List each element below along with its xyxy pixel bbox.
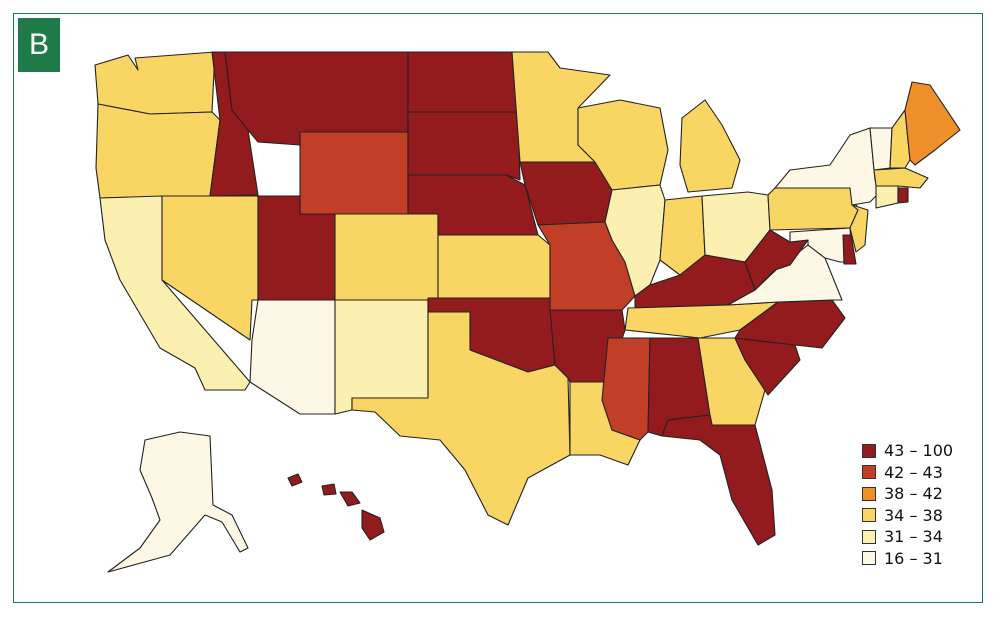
legend-label: 38 – 42 — [884, 484, 943, 504]
state-hi-kauai — [287, 473, 303, 487]
state-nj — [849, 204, 869, 253]
state-de — [842, 234, 857, 265]
state-ia — [519, 161, 613, 226]
legend-label: 31 – 34 — [884, 527, 943, 547]
legend-swatch — [862, 486, 876, 501]
legend-item: 43 – 100 — [862, 440, 982, 462]
state-hi-big-island — [361, 509, 385, 541]
state-ak — [107, 431, 249, 573]
state-wv — [744, 229, 809, 291]
legend-swatch — [862, 508, 876, 523]
state-az — [249, 299, 336, 415]
state-mt — [224, 51, 409, 146]
state-nm — [334, 299, 429, 415]
legend-item: 16 – 31 — [862, 548, 982, 570]
state-hi-oahu — [321, 483, 337, 496]
state-fl — [661, 414, 776, 546]
legend-item: 42 – 43 — [862, 462, 982, 484]
legend-swatch — [862, 443, 876, 458]
legend-item: 34 – 38 — [862, 505, 982, 527]
legend-label: 34 – 38 — [884, 505, 943, 525]
state-ct — [875, 185, 899, 209]
state-wy — [299, 131, 409, 215]
state-nh — [889, 109, 911, 169]
state-or — [95, 103, 221, 199]
state-vt — [869, 127, 893, 171]
legend-swatch — [862, 465, 876, 480]
state-hi-group — [287, 473, 385, 541]
legend-swatch — [862, 529, 876, 544]
figure-frame — [13, 13, 983, 603]
legend-item: 31 – 34 — [862, 526, 982, 548]
panel-label: B — [18, 18, 60, 72]
state-mi — [679, 99, 741, 193]
state-nd — [407, 51, 519, 113]
state-ma — [873, 167, 929, 189]
state-ks — [437, 234, 551, 299]
state-pa — [767, 187, 859, 231]
state-hi-maui — [339, 491, 361, 507]
legend-label: 16 – 31 — [884, 548, 943, 568]
state-wa — [94, 51, 216, 115]
state-me — [904, 81, 961, 166]
legend: 43 – 100 42 – 43 38 – 42 34 – 38 31 – 34… — [862, 440, 982, 569]
legend-swatch — [862, 551, 876, 566]
state-tx — [351, 311, 571, 526]
legend-label: 42 – 43 — [884, 462, 943, 482]
legend-label: 43 – 100 — [884, 441, 954, 461]
legend-item: 38 – 42 — [862, 483, 982, 505]
state-sd — [407, 111, 521, 181]
state-ri — [897, 187, 909, 204]
state-co — [334, 213, 439, 301]
